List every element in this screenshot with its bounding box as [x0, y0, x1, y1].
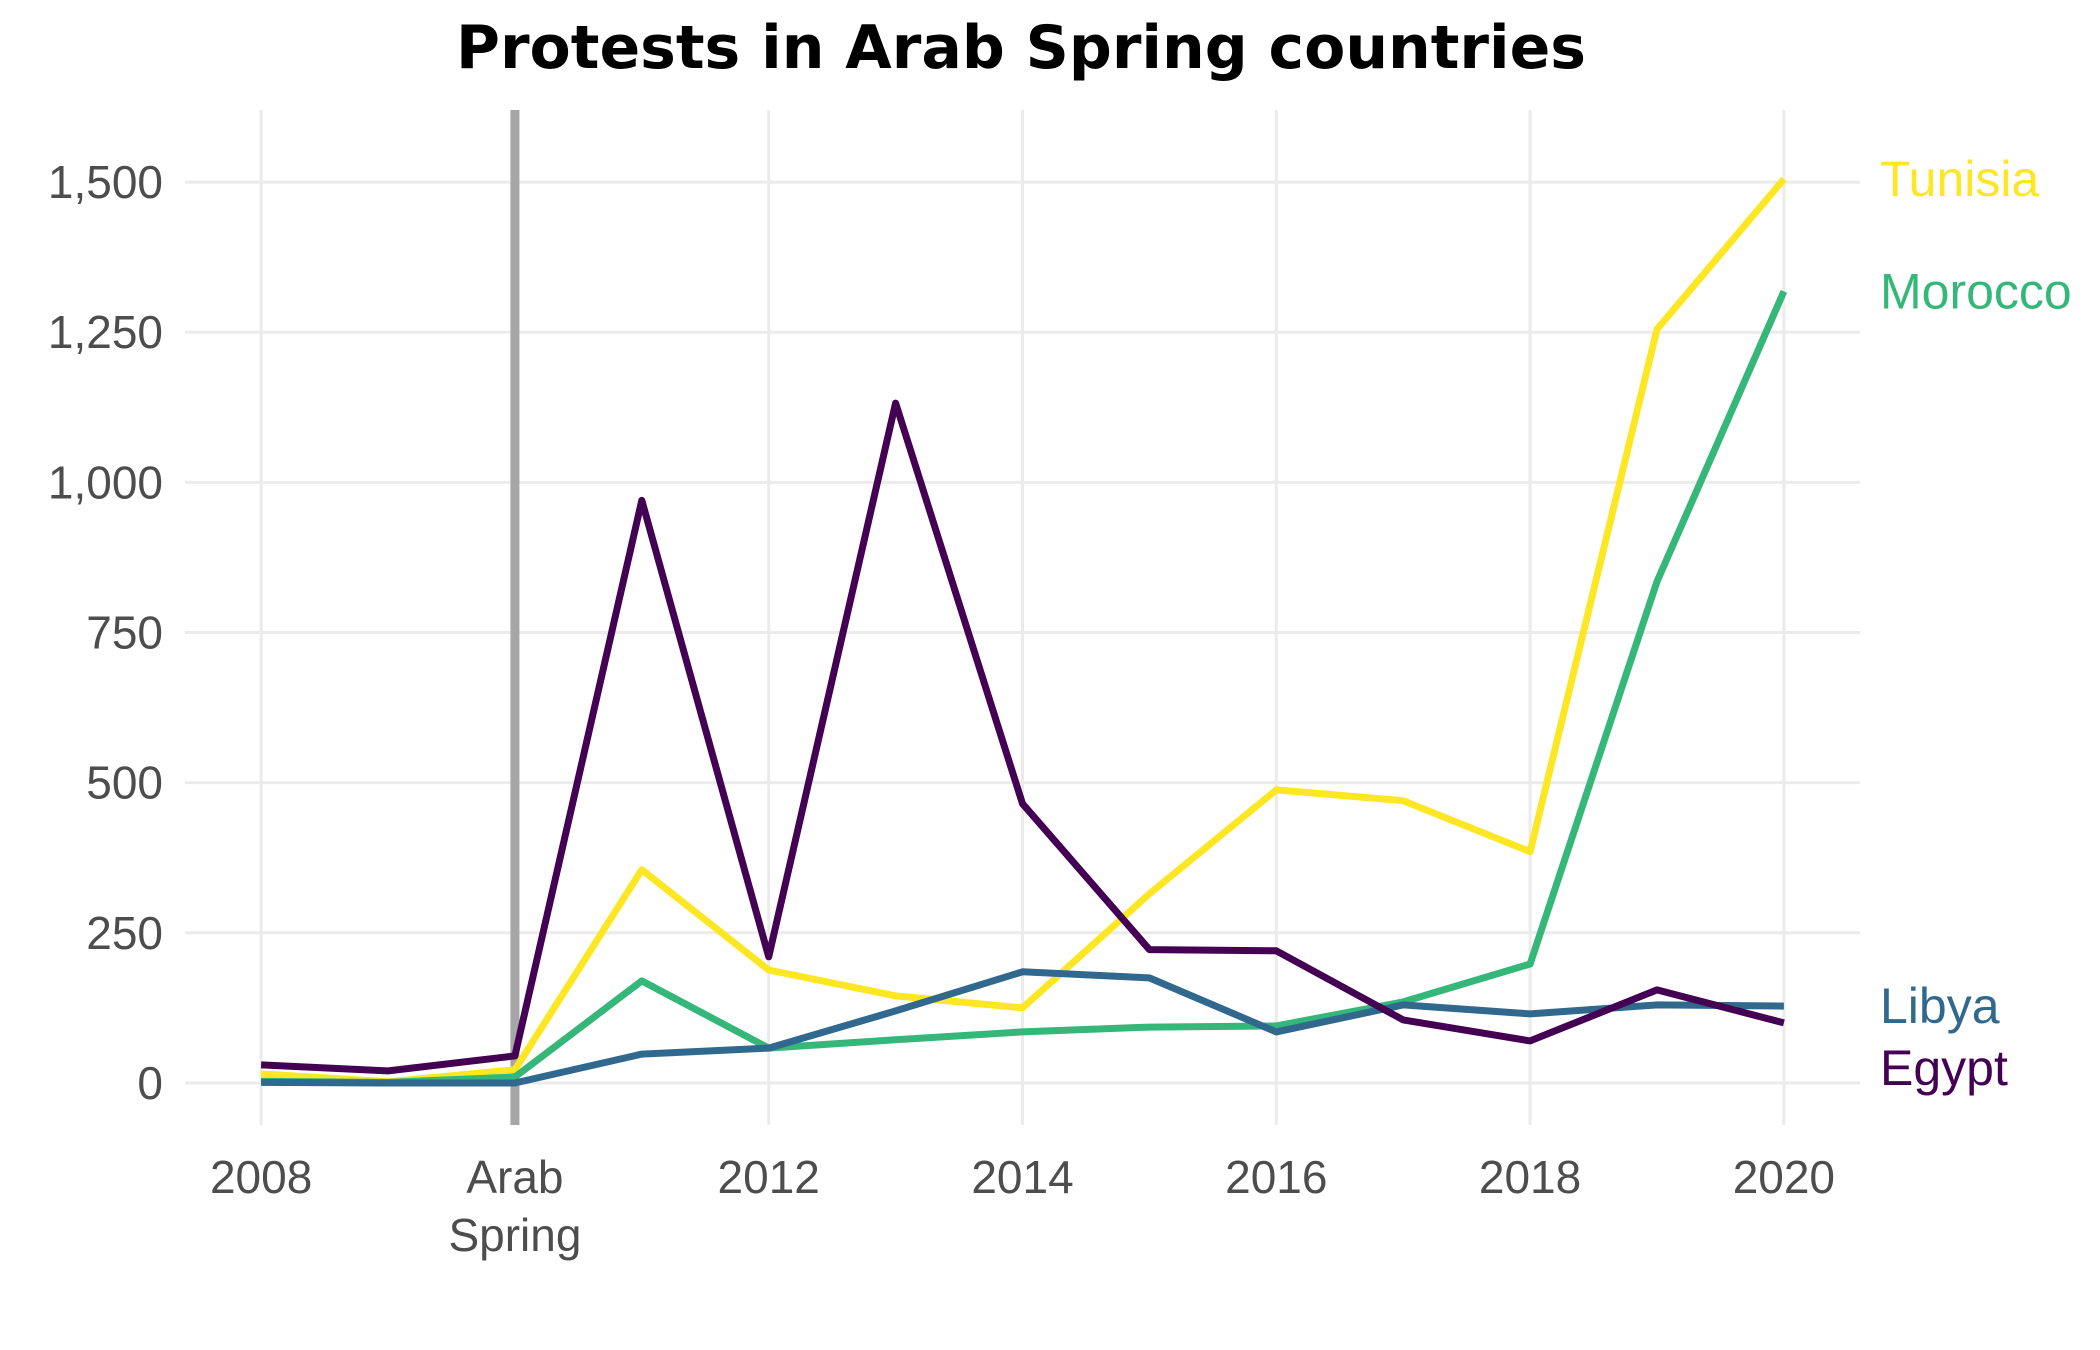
series-line-libya [261, 968, 1784, 1087]
x-tick-label-arab-spring: Arab Spring [448, 1151, 581, 1261]
y-tick-label-750: 750 [86, 607, 163, 659]
y-axis: 0 250 500 750 1,000 1,250 1,500 [48, 156, 163, 1109]
y-tick-label-1000: 1,000 [48, 456, 163, 508]
y-tick-label-0: 0 [137, 1057, 163, 1109]
series-label-egypt: Egypt [1880, 1040, 2008, 1096]
series-line-tunisia [260, 176, 1787, 1086]
x-tick-label-2020: 2020 [1733, 1151, 1835, 1203]
x-tick-label-2018: 2018 [1479, 1151, 1581, 1203]
x-axis: 2008 Arab Spring 2012 2014 2016 2018 2020 [210, 1151, 1835, 1261]
series-label-morocco: Morocco [1880, 263, 2072, 319]
x-tick-label-2016: 2016 [1225, 1151, 1327, 1203]
series-lines [260, 176, 1788, 1087]
y-tick-label-500: 500 [86, 757, 163, 809]
series-line-morocco [261, 289, 1788, 1086]
y-tick-label-1250: 1,250 [48, 306, 163, 358]
x-tick-label-2014: 2014 [971, 1151, 1073, 1203]
series-label-tunisia: Tunisia [1880, 151, 2040, 207]
y-tick-label-250: 250 [86, 907, 163, 959]
x-tick-label-2012: 2012 [718, 1151, 820, 1203]
y-tick-label-1500: 1,500 [48, 156, 163, 208]
series-labels: Tunisia Morocco Libya Egypt [1880, 151, 2072, 1096]
chart-title: Protests in Arab Spring countries [456, 13, 1586, 83]
x-tick-label-2008: 2008 [210, 1151, 312, 1203]
series-line-egypt [260, 399, 1785, 1075]
series-label-libya: Libya [1880, 978, 2000, 1034]
